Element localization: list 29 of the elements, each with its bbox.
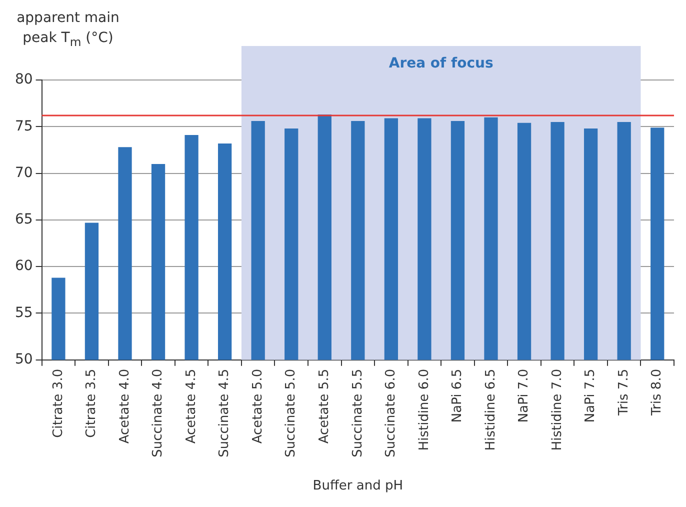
x-tick-label: NaPi 6.5 xyxy=(450,368,466,423)
y-tick-label: 75 xyxy=(14,118,33,134)
y-tick-label: 50 xyxy=(14,352,33,368)
band-label: Area of focus xyxy=(388,56,494,72)
x-tick-label: Acetate 4.0 xyxy=(117,368,132,444)
y-tick-label: 55 xyxy=(14,304,33,321)
y-tick-label: 70 xyxy=(14,164,33,181)
x-tick-label: Acetate 5.0 xyxy=(250,368,266,444)
x-tick-label: NaPi 7.0 xyxy=(516,368,532,423)
x-tick-label: Tris 7.5 xyxy=(616,368,632,416)
y-axis-title: apparent main peak T$_{m}$ (°C) xyxy=(16,9,120,51)
x-tick-label: Acetate 5.5 xyxy=(317,368,332,444)
x-axis-title: Buffer and pH xyxy=(312,478,404,494)
x-tick-label: NaPi 7.5 xyxy=(583,368,598,423)
y-tick-label: 65 xyxy=(14,212,33,228)
y-tick-label: 80 xyxy=(14,72,33,88)
y-tick-label: 60 xyxy=(14,258,33,274)
x-tick-label: Tris 8.0 xyxy=(650,368,665,416)
x-tick-label: Histidine 6.0 xyxy=(416,368,432,451)
x-tick-label: Citrate 3.0 xyxy=(50,368,66,438)
x-tick-label: Succinate 5.0 xyxy=(284,368,299,458)
x-tick-label: Succinate 4.0 xyxy=(150,368,166,458)
x-tick-label: Acetate 4.5 xyxy=(184,368,199,444)
x-tick-label: Succinate 5.5 xyxy=(350,368,366,458)
x-tick-label: Citrate 3.5 xyxy=(84,368,100,438)
x-tick-label: Histidine 6.5 xyxy=(483,368,498,451)
x-tick-label: Histidine 7.0 xyxy=(550,368,565,451)
x-tick-label: Succinate 4.5 xyxy=(217,368,232,458)
x-tick-label: Succinate 6.0 xyxy=(384,368,399,458)
